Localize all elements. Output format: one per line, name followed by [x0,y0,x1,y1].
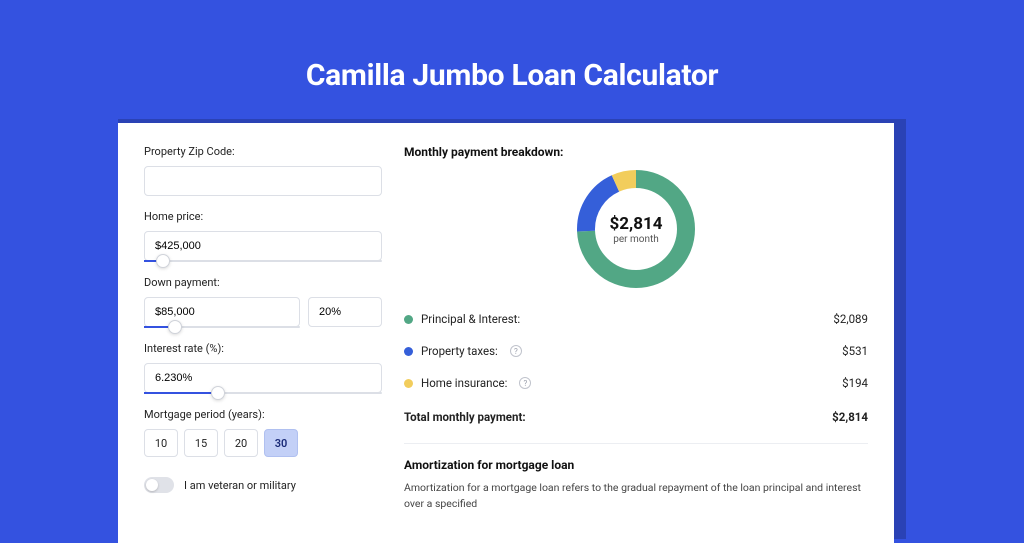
breakdown-column: Monthly payment breakdown: $2,814 per mo… [404,145,868,543]
zip-input[interactable] [144,166,382,196]
amortization-title: Amortization for mortgage loan [404,458,868,472]
legend-row-property_taxes: Property taxes:? $531 [404,335,868,367]
interest-rate-field-group: Interest rate (%): [144,342,382,394]
legend-label-property_taxes: Property taxes: [421,344,498,358]
interest-rate-slider-thumb[interactable] [211,386,225,400]
veteran-toggle-label: I am veteran or military [184,479,296,492]
interest-rate-input[interactable] [144,363,382,393]
veteran-toggle[interactable] [144,477,174,493]
legend-dot-principal_interest [404,315,413,324]
mortgage-period-label: Mortgage period (years): [144,408,382,421]
mortgage-period-option-10[interactable]: 10 [144,429,178,457]
zip-field-group: Property Zip Code: [144,145,382,196]
card-shadow: Property Zip Code: Home price: Down paym… [118,119,906,539]
form-column: Property Zip Code: Home price: Down paym… [144,145,382,543]
home-price-label: Home price: [144,210,382,223]
donut-center-amount: $2,814 [610,214,663,234]
down-payment-slider-thumb[interactable] [168,320,182,334]
legend-value-home_insurance: $194 [842,376,868,390]
info-icon[interactable]: ? [519,377,531,389]
amortization-text: Amortization for a mortgage loan refers … [404,480,868,512]
down-payment-pct-input[interactable] [308,297,382,327]
interest-rate-slider-fill [144,392,218,394]
info-icon[interactable]: ? [510,345,522,357]
legend-label-home_insurance: Home insurance: [421,376,507,390]
mortgage-period-field-group: Mortgage period (years): 10152030 [144,408,382,457]
legend-total-label: Total monthly payment: [404,410,526,424]
down-payment-slider[interactable] [144,326,300,328]
interest-rate-slider[interactable] [144,392,382,394]
home-price-input[interactable] [144,231,382,261]
down-payment-field-group: Down payment: [144,276,382,328]
donut-center-sub: per month [613,234,659,245]
down-payment-label: Down payment: [144,276,382,289]
veteran-toggle-row: I am veteran or military [144,477,382,493]
down-payment-input[interactable] [144,297,300,327]
legend-value-principal_interest: $2,089 [833,312,868,326]
breakdown-legend: Principal & Interest: $2,089 Property taxe… [404,303,868,433]
legend-row-home_insurance: Home insurance:? $194 [404,367,868,399]
legend-row-total: Total monthly payment: $2,814 [404,399,868,433]
home-price-slider[interactable] [144,260,382,262]
calculator-card: Property Zip Code: Home price: Down paym… [118,123,894,543]
home-price-field-group: Home price: [144,210,382,262]
donut-chart: $2,814 per month [576,169,696,289]
legend-label-principal_interest: Principal & Interest: [421,312,520,326]
veteran-toggle-knob [146,479,158,491]
legend-total-value: $2,814 [832,410,868,424]
mortgage-period-option-30[interactable]: 30 [264,429,298,457]
mortgage-period-segments: 10152030 [144,429,382,457]
page-title: Camilla Jumbo Loan Calculator [0,0,1024,119]
donut-center: $2,814 per month [576,169,696,289]
mortgage-period-option-20[interactable]: 20 [224,429,258,457]
home-price-slider-thumb[interactable] [156,254,170,268]
legend-dot-property_taxes [404,347,413,356]
interest-rate-label: Interest rate (%): [144,342,382,355]
donut-chart-wrap: $2,814 per month [404,169,868,289]
amortization-section: Amortization for mortgage loan Amortizat… [404,443,868,512]
zip-label: Property Zip Code: [144,145,382,158]
breakdown-title: Monthly payment breakdown: [404,145,868,159]
legend-value-property_taxes: $531 [842,344,868,358]
mortgage-period-option-15[interactable]: 15 [184,429,218,457]
legend-row-principal_interest: Principal & Interest: $2,089 [404,303,868,335]
legend-dot-home_insurance [404,379,413,388]
